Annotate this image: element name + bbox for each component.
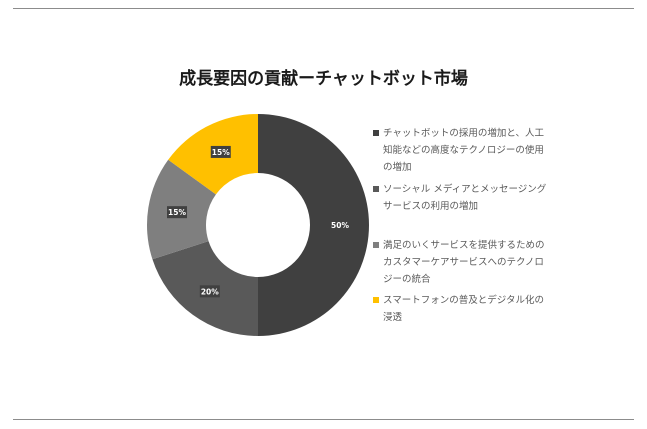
- legend-swatch: [373, 297, 379, 303]
- data-label-text: 15%: [212, 148, 230, 157]
- legend-label: 満足のいくサービスを提供するためのカスタマーケアサービスへのテクノロジーの統合: [383, 240, 545, 285]
- legend-label: ソーシャル メディアとメッセージング サービスの利用の増加: [383, 184, 547, 212]
- data-label-box: [210, 145, 231, 158]
- legend-item: ソーシャル メディアとメッセージング サービスの利用の増加: [373, 181, 548, 215]
- legend-item: チャットボットの採用の増加と、人工知能などの高度なテクノロジーの使用の増加: [373, 125, 548, 176]
- data-label-box: [330, 219, 350, 231]
- data-label-box: [199, 285, 220, 298]
- data-label: 15%: [210, 145, 231, 158]
- legend-swatch: [373, 186, 379, 192]
- donut-slice: [258, 114, 369, 336]
- data-label: 15%: [167, 206, 188, 219]
- data-label: 20%: [199, 285, 220, 298]
- data-label-text: 50%: [331, 221, 349, 230]
- legend-swatch: [373, 242, 379, 248]
- legend-label: スマートフォンの普及とデジタル化の浸透: [383, 295, 545, 323]
- legend-label: チャットボットの採用の増加と、人工知能などの高度なテクノロジーの使用の増加: [383, 128, 545, 173]
- legend-item: 満足のいくサービスを提供するためのカスタマーケアサービスへのテクノロジーの統合: [373, 237, 548, 288]
- data-label-text: 15%: [168, 208, 186, 217]
- legend-swatch: [373, 130, 379, 136]
- bottom-rule: [13, 419, 634, 420]
- data-label-text: 20%: [201, 287, 219, 296]
- legend-item: スマートフォンの普及とデジタル化の浸透: [373, 292, 548, 326]
- data-label-box: [167, 206, 188, 219]
- top-rule: [13, 8, 634, 9]
- data-label: 50%: [330, 219, 350, 231]
- chart-title: 成長要因の貢献ーチャットボット市場: [179, 69, 468, 89]
